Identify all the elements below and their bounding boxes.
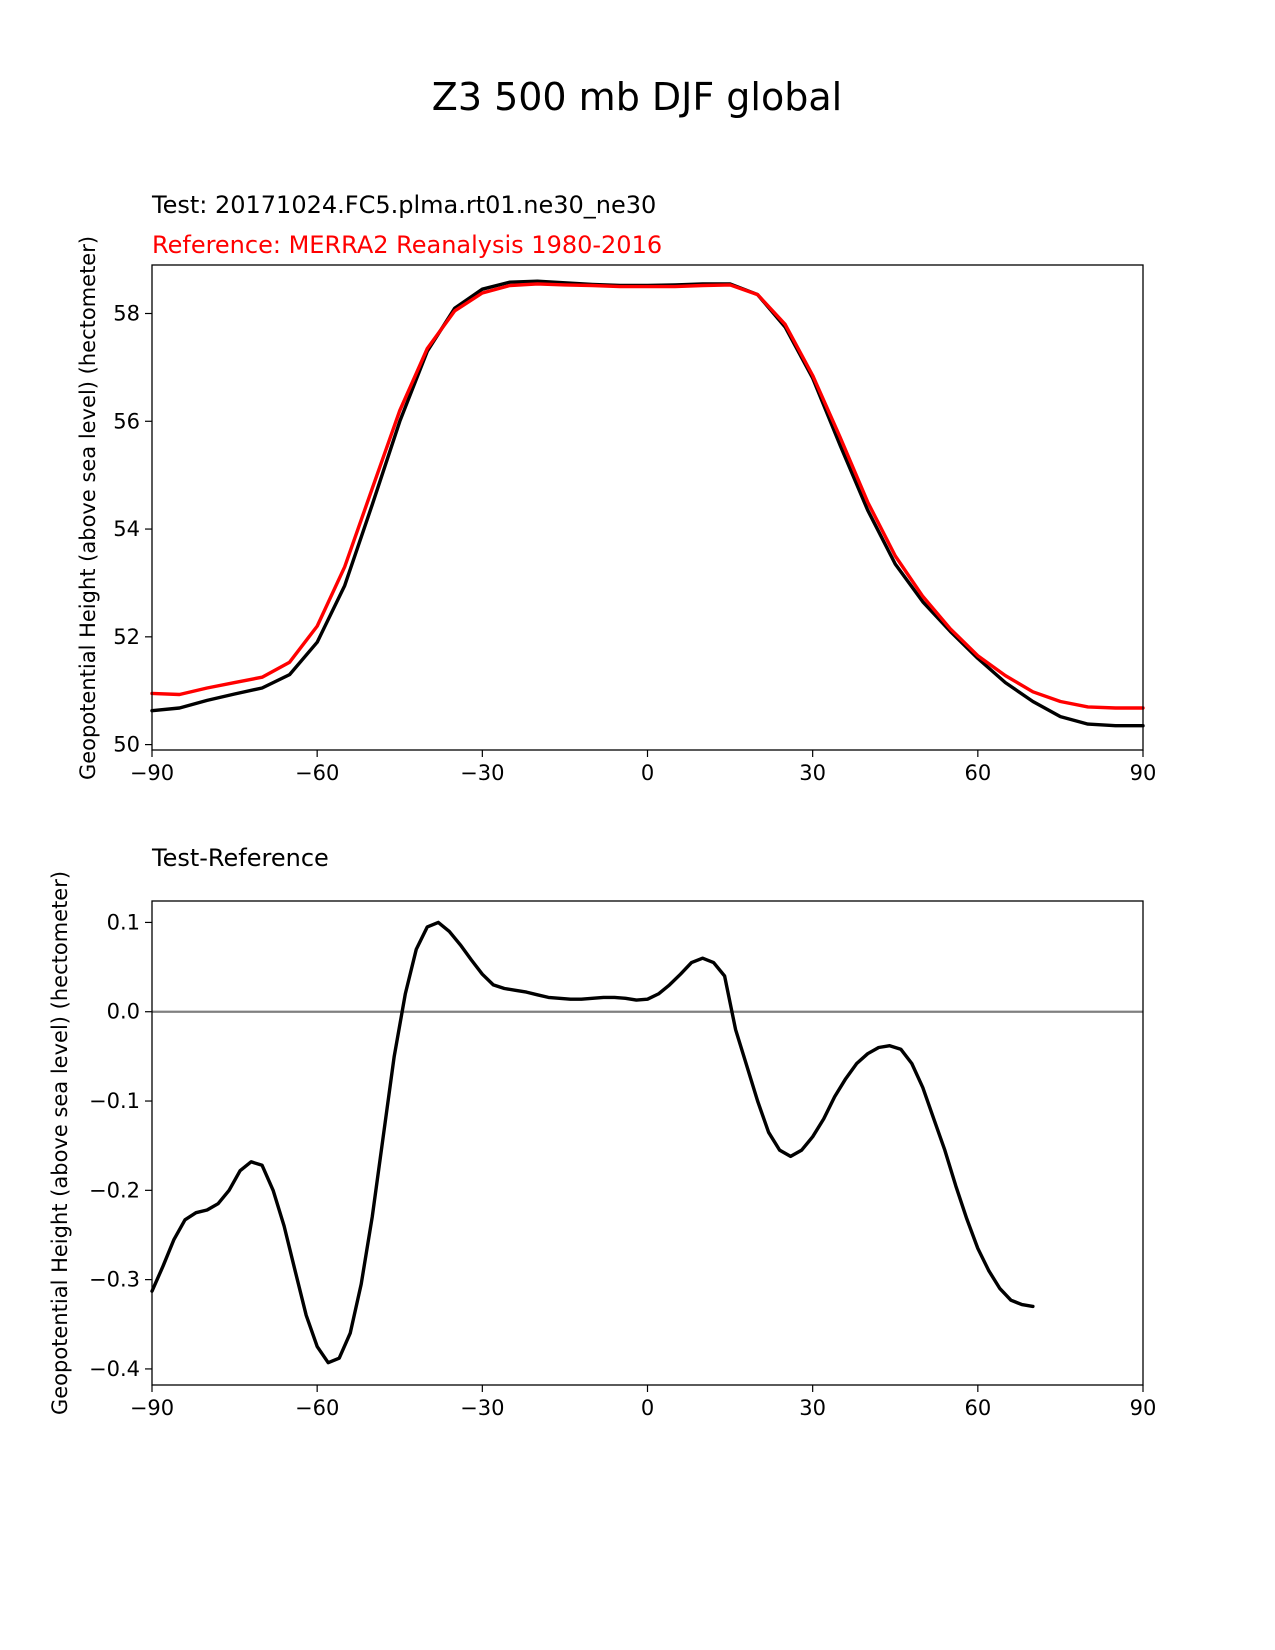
top-y-tick-label: 50 bbox=[113, 733, 140, 757]
top-series-lines bbox=[150, 279, 1145, 728]
bottom-chart-panel: Test-Reference Geopotential Height (abov… bbox=[48, 844, 1156, 1420]
top-x-tick-label: 0 bbox=[641, 761, 654, 785]
top-x-tick-label: −30 bbox=[460, 761, 504, 785]
bottom-x-tick-label: 90 bbox=[1130, 1396, 1157, 1420]
figure-title: Z3 500 mb DJF global bbox=[432, 75, 842, 119]
bottom-x-tick-label: −60 bbox=[295, 1396, 339, 1420]
top-x-tick-label: 90 bbox=[1130, 761, 1157, 785]
bottom-y-tick-label: −0.4 bbox=[89, 1357, 140, 1381]
bottom-x-tick-label: 60 bbox=[964, 1396, 991, 1420]
top-x-tick-label: 30 bbox=[799, 761, 826, 785]
top-x-tick-label: 60 bbox=[964, 761, 991, 785]
top-test-series-line bbox=[150, 279, 1145, 728]
bottom-axis-ticks: −90 −60 −30 0 30 60 90 0.1 0.0 −0.1 −0.2 −0.3 −0.4 bbox=[89, 910, 1156, 1420]
top-chart-panel: Test: 20171024.FC5.plma.rt01.ne30_ne30 R… bbox=[76, 191, 1156, 785]
bottom-y-axis-label: Geopotential Height (above sea level) (h… bbox=[48, 871, 72, 1415]
bottom-plot-frame bbox=[151, 900, 1144, 1386]
bottom-series-lines bbox=[150, 920, 1143, 1365]
bottom-x-tick-label: −90 bbox=[130, 1396, 174, 1420]
bottom-y-tick-label: −0.1 bbox=[89, 1089, 140, 1113]
bottom-test-reference-series-line bbox=[150, 920, 1035, 1365]
top-y-tick-label: 58 bbox=[113, 302, 140, 326]
top-reference-series-line bbox=[150, 282, 1145, 710]
top-x-tick-label: −60 bbox=[295, 761, 339, 785]
test-title: Test: 20171024.FC5.plma.rt01.ne30_ne30 bbox=[151, 191, 656, 219]
top-y-tick-label: 52 bbox=[113, 625, 140, 649]
bottom-x-tick-label: 0 bbox=[641, 1396, 654, 1420]
top-y-tick-label: 56 bbox=[113, 409, 140, 433]
bottom-y-tick-label: −0.2 bbox=[89, 1178, 140, 1202]
difference-title: Test-Reference bbox=[151, 844, 329, 872]
bottom-y-tick-label: 0.0 bbox=[107, 1000, 140, 1024]
bottom-y-tick-label: 0.1 bbox=[107, 910, 140, 934]
bottom-y-tick-label: −0.3 bbox=[89, 1268, 140, 1292]
bottom-x-tick-label: 30 bbox=[799, 1396, 826, 1420]
top-y-axis-label: Geopotential Height (above sea level) (h… bbox=[76, 236, 100, 780]
bottom-x-tick-label: −30 bbox=[460, 1396, 504, 1420]
top-y-tick-label: 54 bbox=[113, 517, 140, 541]
top-plot-frame bbox=[151, 264, 1144, 751]
reference-title: Reference: MERRA2 Reanalysis 1980-2016 bbox=[152, 231, 662, 259]
top-axis-ticks: −90 −60 −30 0 30 60 90 50 52 54 56 58 bbox=[113, 302, 1156, 786]
top-x-tick-label: −90 bbox=[130, 761, 174, 785]
